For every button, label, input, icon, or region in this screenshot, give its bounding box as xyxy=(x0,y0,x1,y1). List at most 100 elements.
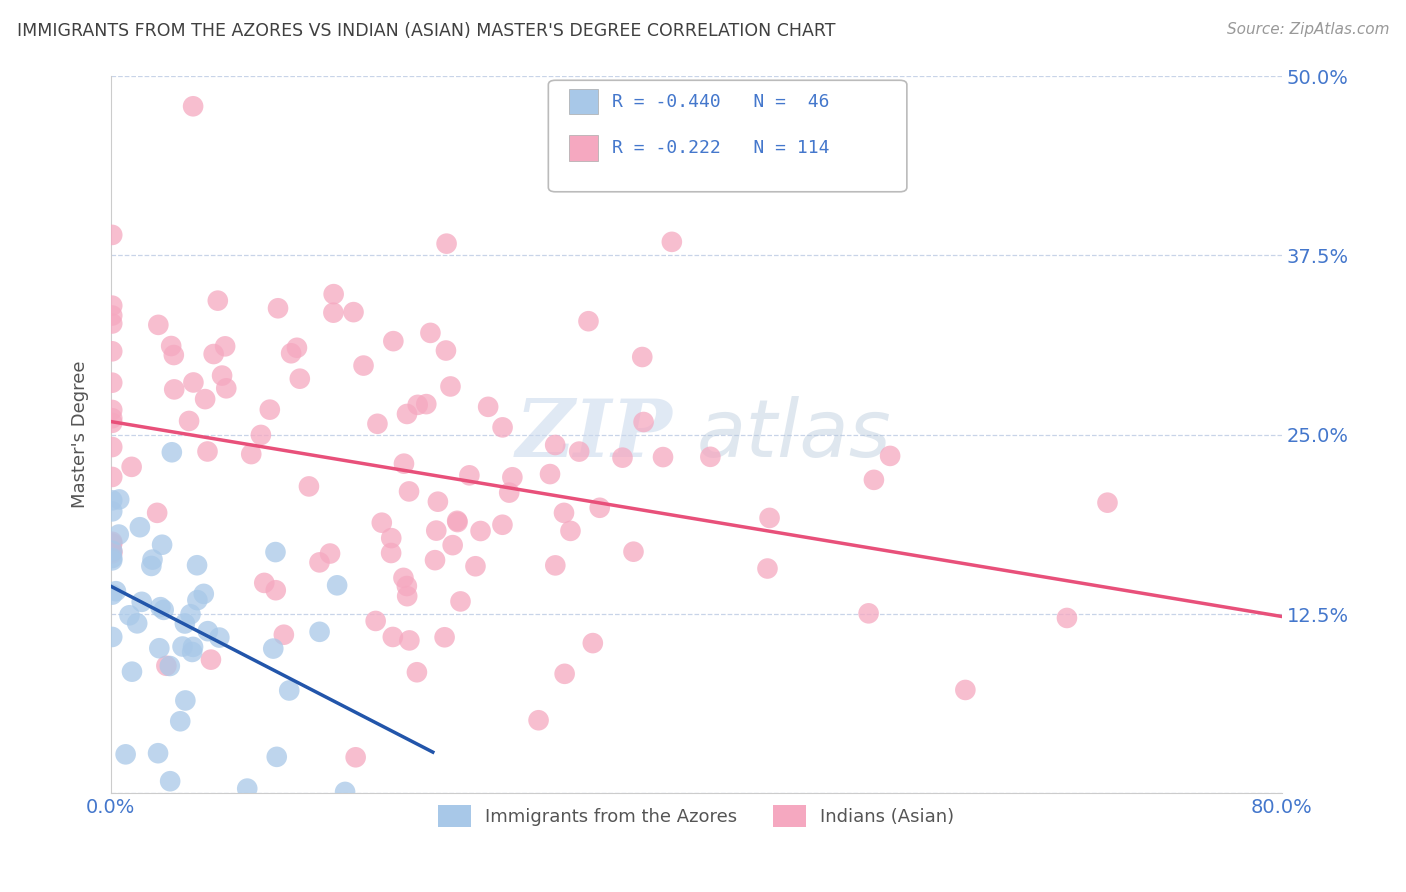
Point xyxy=(879,449,901,463)
Point xyxy=(215,381,238,395)
Point xyxy=(163,383,186,397)
Point xyxy=(863,473,886,487)
Point xyxy=(382,334,405,348)
Point xyxy=(197,624,219,639)
Point xyxy=(101,470,124,484)
Point xyxy=(101,411,124,425)
Point xyxy=(319,547,342,561)
Point xyxy=(398,484,420,499)
Point xyxy=(159,774,181,789)
Point xyxy=(160,445,183,459)
Point xyxy=(181,640,204,654)
Point xyxy=(344,750,367,764)
Point xyxy=(177,414,200,428)
Point xyxy=(160,339,183,353)
Point xyxy=(250,428,273,442)
Point xyxy=(527,713,550,727)
Point xyxy=(381,630,404,644)
Point xyxy=(101,553,124,567)
Point xyxy=(181,99,204,113)
Point xyxy=(163,348,186,362)
Point xyxy=(423,553,446,567)
Point xyxy=(128,520,150,534)
Point xyxy=(538,467,561,481)
Point xyxy=(146,506,169,520)
Point xyxy=(101,376,124,390)
Point xyxy=(436,236,458,251)
Point xyxy=(207,293,229,308)
Point xyxy=(186,558,208,573)
Point xyxy=(101,551,124,566)
Point xyxy=(104,584,127,599)
Point xyxy=(148,641,170,656)
Point xyxy=(148,318,170,332)
Point xyxy=(498,485,520,500)
Point xyxy=(288,372,311,386)
Point xyxy=(395,407,418,421)
Point xyxy=(322,287,344,301)
Point xyxy=(858,607,880,621)
Point xyxy=(392,571,415,585)
Point xyxy=(426,494,449,508)
Point xyxy=(101,588,124,602)
Point xyxy=(101,403,124,417)
Point xyxy=(101,546,124,560)
Point xyxy=(582,636,605,650)
Point xyxy=(477,400,499,414)
Point xyxy=(208,631,231,645)
Point xyxy=(273,628,295,642)
Point xyxy=(173,616,195,631)
Text: R = -0.440   N =  46: R = -0.440 N = 46 xyxy=(612,93,830,111)
Legend: Immigrants from the Azores, Indians (Asian): Immigrants from the Azores, Indians (Asi… xyxy=(432,798,962,835)
Point xyxy=(589,500,612,515)
Point xyxy=(101,493,124,508)
Point xyxy=(127,616,149,631)
Point xyxy=(342,305,364,319)
Point xyxy=(631,350,654,364)
Point xyxy=(114,747,136,762)
Point xyxy=(285,341,308,355)
Point xyxy=(308,624,330,639)
Point xyxy=(415,397,437,411)
Point xyxy=(149,600,172,615)
Point xyxy=(214,339,236,353)
Point xyxy=(174,693,197,707)
Point xyxy=(544,438,567,452)
Point xyxy=(150,538,173,552)
Point xyxy=(101,504,124,518)
Point xyxy=(159,659,181,673)
Point xyxy=(146,746,169,760)
Point xyxy=(371,516,394,530)
Point xyxy=(439,379,461,393)
Point xyxy=(179,607,201,622)
Point xyxy=(108,492,131,507)
Point xyxy=(322,306,344,320)
Point xyxy=(398,633,420,648)
Point xyxy=(955,682,977,697)
Point xyxy=(101,544,124,558)
Point xyxy=(169,714,191,729)
Point xyxy=(101,299,124,313)
Point xyxy=(491,517,513,532)
Point xyxy=(612,450,634,465)
Point xyxy=(699,450,721,464)
Point xyxy=(470,524,492,538)
Point xyxy=(107,527,129,541)
Point xyxy=(396,589,419,603)
Point xyxy=(141,552,163,566)
Point xyxy=(101,630,124,644)
Point xyxy=(278,683,301,698)
Point xyxy=(211,368,233,383)
Point xyxy=(560,524,582,538)
Point xyxy=(264,545,287,559)
Text: Source: ZipAtlas.com: Source: ZipAtlas.com xyxy=(1226,22,1389,37)
Point xyxy=(623,544,645,558)
Point xyxy=(433,630,456,644)
Point xyxy=(366,417,388,431)
Point xyxy=(121,459,143,474)
Point xyxy=(758,511,780,525)
Point xyxy=(101,536,124,550)
Text: ZIP: ZIP xyxy=(516,396,673,474)
Point xyxy=(155,658,177,673)
Point xyxy=(446,515,468,529)
